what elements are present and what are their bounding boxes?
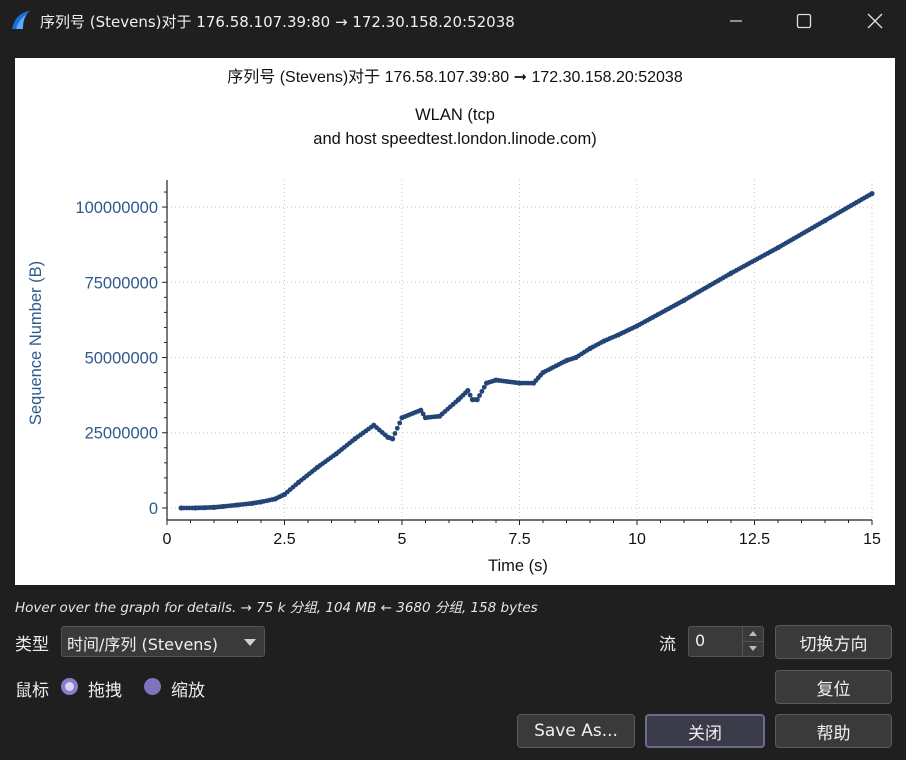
y-tick-label: 0	[149, 500, 158, 518]
spin-up-icon[interactable]	[743, 627, 763, 642]
data-point	[467, 392, 473, 398]
close-button[interactable]: 关闭	[645, 714, 765, 748]
x-tick-label: 10	[628, 531, 646, 548]
y-tick-label: 25000000	[85, 425, 158, 443]
stream-label: 流	[659, 635, 676, 655]
x-tick-label: 12.5	[739, 531, 770, 548]
close-icon	[867, 13, 883, 29]
data-point	[392, 431, 398, 436]
data-point	[477, 393, 482, 398]
grid	[167, 180, 873, 520]
x-axis-label: Time (s)	[488, 557, 548, 575]
graph-title: 序列号 (Stevens)对于 176.58.107.39:80 ➞ 172.3…	[227, 68, 683, 86]
data-point	[420, 411, 426, 417]
save-as-button[interactable]: Save As...	[517, 714, 635, 748]
x-tick-label: 15	[863, 531, 881, 548]
window-title: 序列号 (Stevens)对于 176.58.107.39:80 → 172.3…	[40, 13, 515, 31]
maximize-button[interactable]	[781, 0, 827, 42]
y-tick-label: 75000000	[85, 274, 158, 292]
data-point	[869, 190, 875, 197]
minimize-button[interactable]	[713, 0, 759, 42]
data-point	[394, 425, 400, 431]
data-point	[390, 436, 396, 442]
stream-value: 0	[695, 631, 706, 650]
graph-subtitle-line2: and host speedtest.london.linode.com)	[313, 130, 596, 148]
graph-panel[interactable]: 序列号 (Stevens)对于 176.58.107.39:80 ➞ 172.3…	[15, 58, 895, 585]
axes: 0 2.5 5 7.5 10 12.5 15 0 25000000 50000000 7500000…	[75, 180, 881, 548]
zoom-label[interactable]: 缩放	[171, 681, 205, 701]
hover-hint: Hover over the graph for details. → 75 k…	[15, 600, 538, 616]
title-bar: 序列号 (Stevens)对于 176.58.107.39:80 → 172.3…	[0, 0, 906, 42]
x-tick-label: 7.5	[508, 531, 530, 548]
chevron-down-icon	[244, 639, 256, 646]
data-point	[479, 388, 485, 394]
maximize-icon	[796, 13, 812, 29]
zoom-radio[interactable]	[144, 678, 161, 695]
spin-down-icon[interactable]	[743, 642, 763, 656]
data-point	[397, 420, 403, 426]
drag-radio[interactable]	[61, 678, 78, 695]
switch-direction-button[interactable]: 切换方向	[775, 625, 892, 659]
data-point	[465, 388, 471, 394]
mouse-label: 鼠标	[15, 681, 49, 701]
graph-type-value: 时间/序列 (Stevens)	[67, 635, 219, 654]
drag-label[interactable]: 拖拽	[88, 681, 122, 701]
help-button[interactable]: 帮助	[775, 714, 892, 748]
reset-button[interactable]: 复位	[775, 670, 892, 704]
data-point	[474, 397, 480, 403]
data-series	[178, 190, 875, 511]
graph-type-select[interactable]: 时间/序列 (Stevens)	[61, 626, 265, 657]
data-point	[481, 384, 487, 390]
spin-buttons	[742, 627, 763, 656]
y-tick-label: 50000000	[85, 350, 158, 368]
data-point	[418, 407, 424, 413]
sequence-chart[interactable]: 序列号 (Stevens)对于 176.58.107.39:80 ➞ 172.3…	[15, 58, 895, 585]
type-label: 类型	[15, 635, 49, 655]
close-window-button[interactable]	[852, 0, 898, 42]
y-tick-label: 100000000	[75, 199, 158, 217]
x-tick-label: 5	[398, 531, 407, 548]
y-axis-label: Sequence Number (B)	[27, 261, 45, 425]
graph-subtitle-line1: WLAN (tcp	[415, 106, 495, 124]
stream-spinbox[interactable]: 0	[688, 626, 764, 657]
minimize-icon	[730, 20, 742, 22]
x-tick-label: 0	[163, 531, 172, 548]
wireshark-fin-icon	[12, 11, 30, 29]
x-tick-label: 2.5	[273, 531, 295, 548]
